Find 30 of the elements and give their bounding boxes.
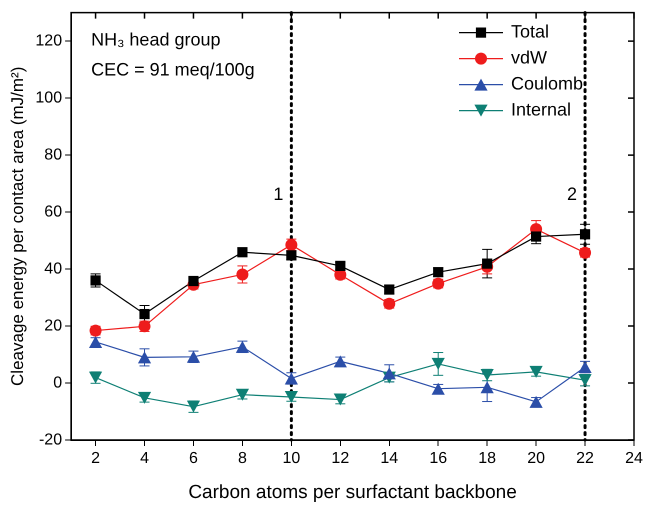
annotation: 1 [273, 184, 284, 204]
x-tick-label: 16 [429, 450, 448, 468]
x-axis-title: Carbon atoms per surfactant backbone [188, 482, 517, 503]
y-tick-label: 120 [35, 32, 62, 50]
x-tick-label: 22 [576, 450, 594, 468]
legend-label: Total [511, 22, 550, 42]
x-tick-label: 6 [189, 450, 198, 468]
legend-label: Coulomb [511, 74, 584, 94]
annotation: CEC = 91 meq/100g [91, 60, 255, 80]
y-axis-title: Cleavage energy per contact area (mJ/m²) [8, 66, 27, 386]
x-tick-label: 8 [238, 450, 247, 468]
y-tick-label: -20 [38, 431, 62, 448]
x-tick-label: 14 [380, 450, 398, 468]
y-tick-label: 100 [35, 89, 62, 106]
y-tick-label: 40 [44, 260, 62, 278]
y-tick-label: 20 [44, 317, 62, 334]
x-tick-label: 12 [331, 450, 350, 468]
legend-label: vdW [511, 48, 548, 68]
x-tick-label: 4 [140, 450, 150, 468]
x-tick-label: 24 [625, 450, 643, 468]
y-tick-label: 60 [44, 203, 62, 220]
x-tick-label: 10 [282, 450, 300, 468]
legend-label: Internal [511, 100, 572, 120]
y-tick-label: 80 [44, 146, 62, 164]
y-tick-label: 0 [53, 374, 62, 392]
x-tick-label: 2 [91, 450, 100, 468]
annotation: 2 [567, 184, 578, 204]
x-tick-label: 20 [527, 450, 546, 468]
x-tick-label: 18 [478, 450, 496, 468]
annotation: NH₃ head group [91, 30, 221, 50]
